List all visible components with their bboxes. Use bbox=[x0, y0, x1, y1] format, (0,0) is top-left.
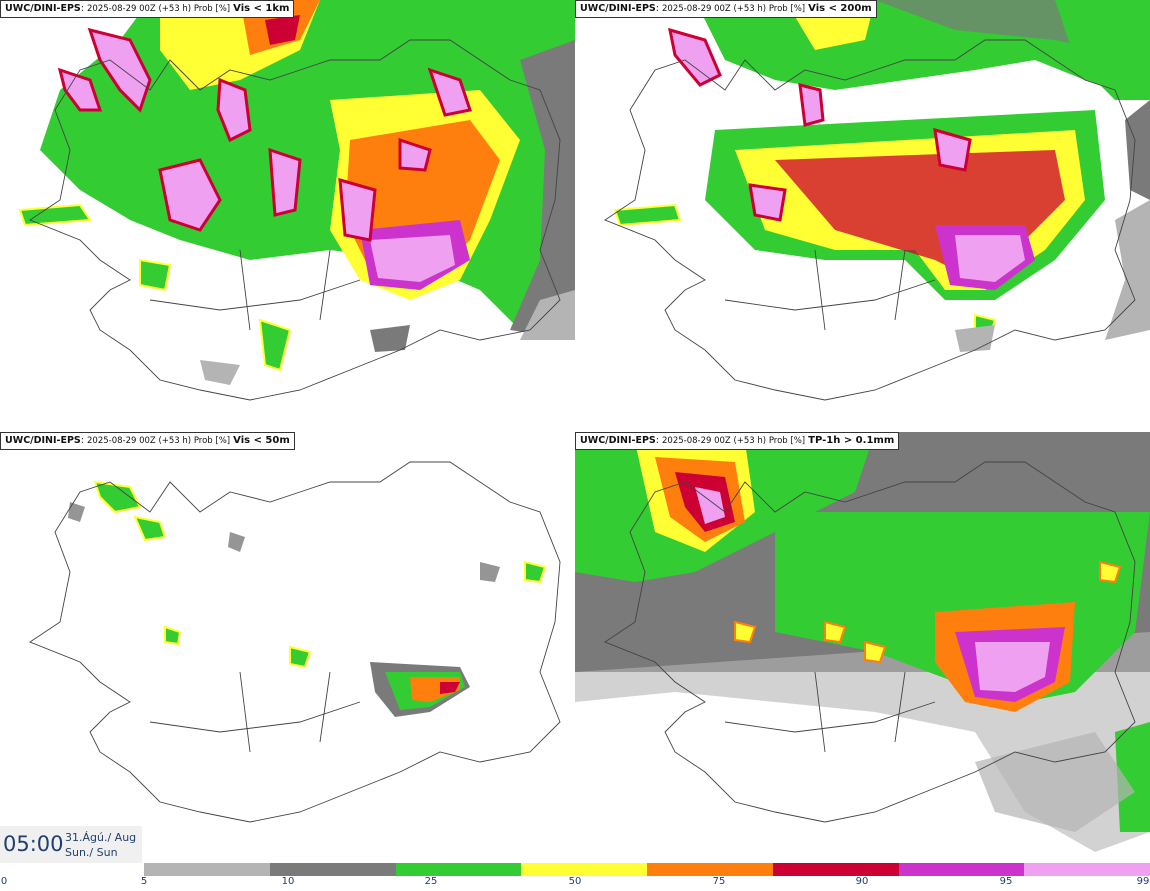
run-info: 2025-08-29 00Z (+53 h) Prob [%] bbox=[662, 436, 806, 446]
valid-time: 05:00 bbox=[3, 832, 64, 856]
colorbar-segment bbox=[772, 863, 899, 876]
colorbar-tick-label: 90 bbox=[855, 876, 869, 887]
model-name: UWC/DINI-EPS bbox=[5, 3, 81, 14]
map-vis-1km bbox=[18, 0, 575, 401]
valid-day: Sun./ Sun bbox=[65, 846, 118, 859]
colorbar-segment bbox=[521, 863, 647, 876]
colorbar-segment bbox=[1024, 863, 1150, 876]
map-tp-1h bbox=[575, 432, 1150, 852]
panel-header: UWC/DINI-EPS: 2025-08-29 00Z (+53 h) Pro… bbox=[0, 0, 295, 18]
map-panel-vis-1km: UWC/DINI-EPS: 2025-08-29 00Z (+53 h) Pro… bbox=[0, 0, 575, 430]
colorbar-tick-label: 25 bbox=[424, 876, 438, 887]
model-name: UWC/DINI-EPS bbox=[5, 435, 81, 446]
map-panel-vis-50m: UWC/DINI-EPS: 2025-08-29 00Z (+53 h) Pro… bbox=[0, 432, 575, 862]
model-name: UWC/DINI-EPS bbox=[580, 435, 656, 446]
map-vis-50m bbox=[29, 461, 561, 823]
map-panel-tp-1h: UWC/DINI-EPS: 2025-08-29 00Z (+53 h) Pro… bbox=[575, 432, 1150, 862]
colorbar bbox=[144, 863, 1150, 876]
valid-date: 31.Ágú./ Aug bbox=[65, 831, 137, 844]
colorbar-tick-label: 5 bbox=[140, 876, 148, 887]
model-name: UWC/DINI-EPS bbox=[580, 3, 656, 14]
colorbar-tick-label: 95 bbox=[999, 876, 1013, 887]
map-vis-200m bbox=[604, 0, 1150, 401]
variable-name: TP-1h > 0.1mm bbox=[808, 435, 895, 446]
variable-name: Vis < 50m bbox=[233, 435, 290, 446]
colorbar-segment bbox=[898, 863, 1025, 876]
colorbar-tick-label: 0 bbox=[0, 876, 8, 887]
colorbar-tick-label: 50 bbox=[568, 876, 582, 887]
colorbar-segment bbox=[144, 863, 270, 876]
valid-time-box: 05:00 31.Ágú./ Aug Sun./ Sun bbox=[0, 826, 142, 863]
colorbar-ticks: 0 5 10 25 50 75 90 95 99 bbox=[0, 875, 1150, 891]
panel-header: UWC/DINI-EPS: 2025-08-29 00Z (+53 h) Pro… bbox=[575, 432, 900, 450]
colorbar-tick-label: 99 bbox=[1136, 876, 1150, 887]
run-info: 2025-08-29 00Z (+53 h) Prob [%] bbox=[662, 4, 806, 14]
panel-header: UWC/DINI-EPS: 2025-08-29 00Z (+53 h) Pro… bbox=[0, 432, 295, 450]
colorbar-segment bbox=[395, 863, 522, 876]
colorbar-tick-label: 10 bbox=[281, 876, 295, 887]
colorbar-segment bbox=[647, 863, 773, 876]
run-info: 2025-08-29 00Z (+53 h) Prob [%] bbox=[87, 436, 231, 446]
colorbar-segment bbox=[269, 863, 396, 876]
colorbar-tick-label: 75 bbox=[712, 876, 726, 887]
map-panel-vis-200m: UWC/DINI-EPS: 2025-08-29 00Z (+53 h) Pro… bbox=[575, 0, 1150, 430]
panel-header: UWC/DINI-EPS: 2025-08-29 00Z (+53 h) Pro… bbox=[575, 0, 877, 18]
run-info: 2025-08-29 00Z (+53 h) Prob [%] bbox=[87, 4, 231, 14]
variable-name: Vis < 200m bbox=[808, 3, 872, 14]
variable-name: Vis < 1km bbox=[233, 3, 290, 14]
